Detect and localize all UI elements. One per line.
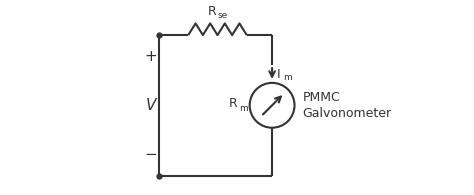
Text: se: se [218, 12, 228, 20]
Text: R: R [229, 97, 238, 110]
Text: V: V [146, 98, 156, 113]
Text: Galvonometer: Galvonometer [302, 107, 392, 120]
Text: m: m [239, 104, 248, 113]
Text: −: − [145, 147, 157, 161]
Text: +: + [145, 49, 157, 64]
Text: R: R [208, 4, 217, 18]
Text: PMMC: PMMC [302, 91, 340, 104]
Text: I: I [277, 68, 281, 81]
Text: m: m [283, 74, 292, 82]
